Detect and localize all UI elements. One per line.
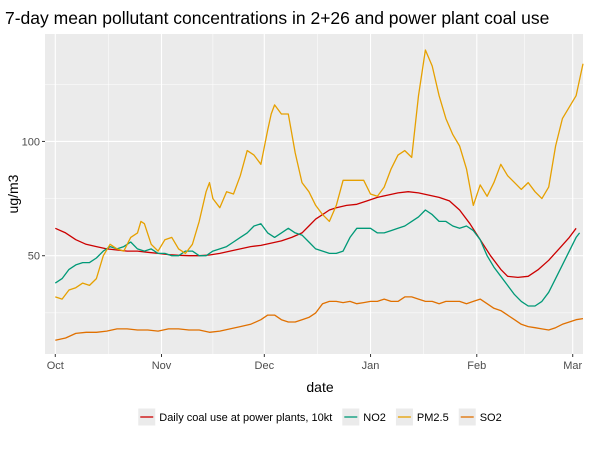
x-tick-label: Feb [467, 360, 486, 372]
x-tick-label: Jan [362, 360, 380, 372]
chart-title: 7-day mean pollutant concentrations in 2… [5, 8, 549, 28]
series-line-no2 [54, 209, 581, 307]
legend-label-pm2-5: PM2.5 [417, 412, 449, 424]
x-tick-label: Mar [563, 360, 582, 372]
plot-panel [45, 34, 583, 354]
y-tick-label: 100 [22, 136, 40, 148]
legend: Daily coal use at power plants, 10kt NO2 P… [138, 408, 502, 426]
series-line-daily-coal-use-at-power-plants-10kt [55, 191, 577, 279]
axes: 50 100 Oct Nov Dec Jan Feb Mar [22, 136, 583, 372]
legend-label-no2: NO2 [363, 412, 386, 424]
x-tick-label: Oct [47, 360, 64, 372]
series-layer [54, 49, 584, 341]
y-axis-title: ug/m3 [5, 174, 21, 213]
x-axis-title: date [306, 379, 333, 395]
x-tick-label: Dec [255, 360, 275, 372]
legend-label-so2: SO2 [480, 412, 502, 424]
legend-label-daily-coal-use-at-power-plants-10kt: Daily coal use at power plants, 10kt [159, 412, 332, 424]
x-tick-label: Nov [152, 360, 172, 372]
series-line-pm2-5 [55, 49, 584, 300]
series-line-so2 [55, 296, 584, 341]
y-tick-label: 50 [28, 251, 40, 263]
